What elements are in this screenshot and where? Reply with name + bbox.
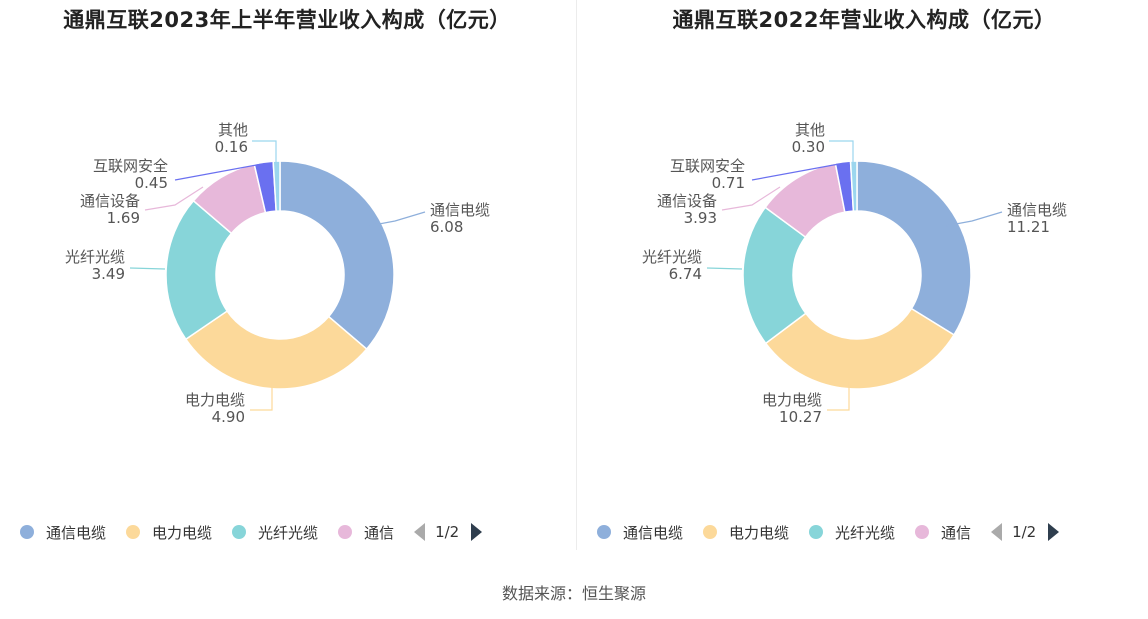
label-leader-line	[706, 267, 743, 270]
legend-dot-icon	[809, 525, 824, 539]
triangle-right-icon[interactable]	[471, 523, 483, 541]
slice-value-label: 3.49	[92, 265, 125, 283]
triangle-left-icon[interactable]	[414, 523, 426, 541]
slice-value-label: 0.71	[712, 174, 745, 192]
donut-chart: 通信电缆11.21电力电缆10.27光纤光缆6.74通信设备3.93互联网安全0…	[642, 121, 1067, 426]
pie-slice-power-cable[interactable]	[764, 307, 956, 390]
legend-dot-icon	[915, 525, 930, 539]
legend-label: 电力电缆	[152, 523, 213, 542]
label-leader-line	[827, 382, 850, 411]
legend-label: 通信	[941, 523, 972, 542]
legend-dot-icon	[597, 525, 611, 539]
legend-dot-icon	[232, 525, 247, 539]
legend-label: 通信	[364, 523, 395, 542]
slice-value-label: 0.30	[792, 138, 825, 156]
slice-value-label: 10.27	[779, 408, 822, 426]
slice-value-label: 1.69	[107, 209, 140, 227]
legend-dot-icon	[126, 525, 141, 539]
slice-value-label: 0.16	[215, 138, 248, 156]
label-leader-line	[829, 140, 854, 162]
divider	[576, 0, 577, 550]
label-leader-line	[721, 186, 781, 211]
slice-category-label: 光纤光缆	[642, 248, 702, 266]
slice-category-label: 互联网安全	[93, 157, 168, 175]
label-leader-line	[252, 140, 277, 162]
chart-panel-2023h1: 通鼎互联2023年上半年营业收入构成（亿元） 通信电缆 6.08 电力电缆 4.90 光…	[0, 0, 574, 550]
pie-slice-communication-cable[interactable]	[856, 160, 972, 336]
legend-label: 通信电缆	[46, 523, 107, 542]
slice-category-label: 电力电缆	[185, 391, 245, 409]
legend: 通信电缆 电力电缆 光纤光缆 通信 1/2	[20, 519, 560, 545]
legend-dot-icon	[703, 525, 718, 539]
label-leader-line	[944, 211, 1003, 227]
slice-category-label: 通信电缆	[430, 201, 490, 219]
slice-value-label: 4.90	[212, 408, 245, 426]
legend-pager: 1/2	[991, 523, 1060, 541]
slice-value-label: 11.21	[1007, 218, 1050, 236]
chart-title: 通鼎互联2022年营业收入构成（亿元）	[672, 8, 1056, 32]
chart-panel-2022: 通鼎互联2022年营业收入构成（亿元） 通信电缆 11.21 电力电缆 10.27 光纤…	[577, 0, 1148, 550]
pie-slice-communication-cable[interactable]	[279, 160, 395, 351]
label-leader-line	[250, 382, 273, 411]
label-leader-line	[751, 163, 840, 181]
slice-category-label: 通信电缆	[1007, 201, 1067, 219]
pie-slice-power-cable[interactable]	[184, 310, 368, 390]
legend-item-communication-equipment[interactable]: 通信	[915, 522, 971, 543]
triangle-right-icon[interactable]	[1048, 523, 1060, 541]
chart-title: 通鼎互联2023年上半年营业收入构成（亿元）	[63, 8, 511, 32]
slice-category-label: 通信设备	[657, 192, 717, 210]
triangle-left-icon[interactable]	[991, 523, 1003, 541]
legend-page-indicator: 1/2	[1012, 523, 1037, 541]
slice-category-label: 其他	[218, 121, 248, 139]
slice-value-label: 6.08	[430, 218, 463, 236]
label-leader-line	[144, 186, 204, 211]
legend-label: 通信电缆	[623, 523, 684, 542]
legend-dot-icon	[338, 525, 353, 539]
legend-dot-icon	[20, 525, 34, 539]
legend-item-optical-cable[interactable]: 光纤光缆	[809, 522, 895, 543]
label-leader-line	[129, 267, 166, 270]
legend: 通信电缆 电力电缆 光纤光缆 通信 1/2	[597, 519, 1137, 545]
legend-item-optical-cable[interactable]: 光纤光缆	[232, 522, 318, 543]
slice-category-label: 通信设备	[80, 192, 140, 210]
label-leader-line	[174, 163, 263, 181]
data-source: 数据来源：恒生聚源	[501, 584, 646, 603]
legend-item-communication-equipment[interactable]: 通信	[338, 522, 394, 543]
slice-category-label: 互联网安全	[670, 157, 745, 175]
legend-pager: 1/2	[414, 523, 483, 541]
slice-category-label: 电力电缆	[762, 391, 822, 409]
slice-category-label: 光纤光缆	[65, 248, 125, 266]
label-leader-line	[367, 211, 426, 227]
slice-category-label: 其他	[795, 121, 825, 139]
legend-label: 光纤光缆	[258, 523, 319, 542]
legend-item-power-cable[interactable]: 电力电缆	[703, 522, 789, 543]
slice-value-label: 0.45	[135, 174, 168, 192]
legend-label: 电力电缆	[729, 523, 790, 542]
legend-item-power-cable[interactable]: 电力电缆	[126, 522, 212, 543]
slice-value-label: 3.93	[684, 209, 717, 227]
legend-label: 光纤光缆	[835, 523, 896, 542]
legend-page-indicator: 1/2	[435, 523, 460, 541]
slice-value-label: 6.74	[669, 265, 702, 283]
legend-item-communication-cable[interactable]: 通信电缆	[597, 522, 683, 543]
legend-item-communication-cable[interactable]: 通信电缆	[20, 522, 106, 543]
